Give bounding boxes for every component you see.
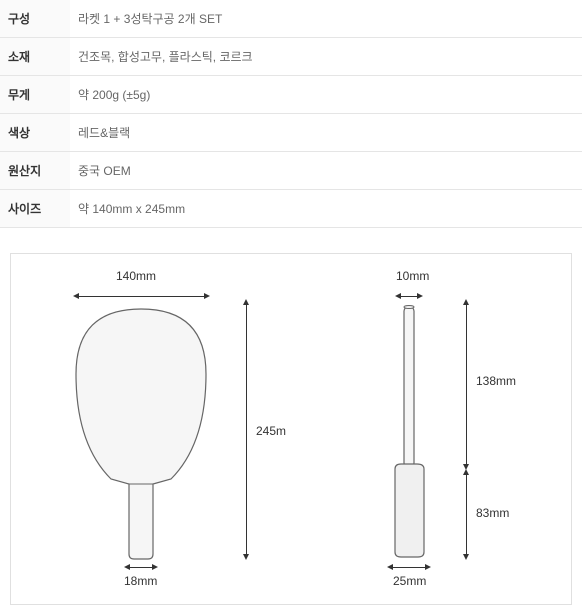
blade-side (404, 307, 414, 467)
spec-label: 원산지 (0, 152, 70, 190)
diagram-front-view: 140mm 245m 18mm (21, 274, 321, 594)
spec-value: 건조목, 합성고무, 플라스틱, 코르크 (70, 38, 582, 76)
dim-label-side-upper: 138mm (476, 374, 516, 388)
dim-arrow (401, 296, 417, 297)
spec-value: 약 200g (±5g) (70, 76, 582, 114)
diagram-container: 140mm 245m 18mm 10mm 138mm (10, 253, 572, 605)
spec-value: 약 140mm x 245mm (70, 190, 582, 228)
spec-label: 구성 (0, 0, 70, 38)
dim-arrow (246, 304, 247, 554)
spec-row: 구성라켓 1 + 3성탁구공 2개 SET (0, 0, 582, 38)
spec-value: 라켓 1 + 3성탁구공 2개 SET (70, 0, 582, 38)
spec-label: 소재 (0, 38, 70, 76)
dim-label-front-height: 245m (256, 424, 286, 438)
dim-label-side-lower: 83mm (476, 506, 509, 520)
dim-label-front-width: 140mm (116, 269, 156, 283)
spec-label: 사이즈 (0, 190, 70, 228)
spec-row: 원산지중국 OEM (0, 152, 582, 190)
spec-value: 레드&블랙 (70, 114, 582, 152)
handle-side (395, 464, 424, 557)
spec-row: 사이즈약 140mm x 245mm (0, 190, 582, 228)
spec-row: 색상레드&블랙 (0, 114, 582, 152)
spec-value: 중국 OEM (70, 152, 582, 190)
spec-row: 소재건조목, 합성고무, 플라스틱, 코르크 (0, 38, 582, 76)
spec-table: 구성라켓 1 + 3성탁구공 2개 SET소재건조목, 합성고무, 플라스틱, … (0, 0, 582, 228)
diagram-side-view: 10mm 138mm 83mm 25mm (351, 274, 551, 594)
dim-label-side-top: 10mm (396, 269, 429, 283)
dim-arrow (79, 296, 204, 297)
paddle-front-svg (41, 304, 241, 584)
paddle-outline (76, 309, 206, 559)
spec-label: 색상 (0, 114, 70, 152)
spec-label: 무게 (0, 76, 70, 114)
spec-row: 무게약 200g (±5g) (0, 76, 582, 114)
paddle-side-svg (351, 304, 471, 584)
